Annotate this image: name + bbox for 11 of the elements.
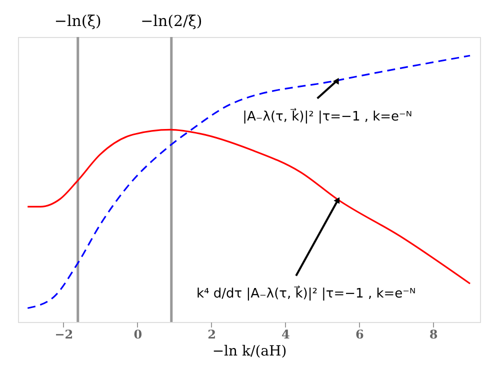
x-tick-label: 6 — [355, 328, 364, 342]
x-tick-label: −2 — [54, 328, 74, 342]
x-tick-label: 0 — [134, 328, 142, 342]
ref-line-label: −ln(2/ξ) — [140, 12, 202, 30]
x-tick-label: 4 — [282, 328, 290, 342]
x-tick-label: 2 — [208, 328, 216, 342]
x-axis-title: −ln k/(aH) — [212, 344, 287, 360]
annotation: |A₋λ(τ, k⃗)|² |τ=−1 , k=e⁻ᴺ — [242, 108, 412, 124]
annotation: k⁴ d/dτ |A₋λ(τ, k⃗)|² |τ=−1 , k=e⁻ᴺ — [196, 285, 416, 302]
ref-line-label: −ln(ξ) — [54, 12, 102, 30]
x-tick-label: 8 — [429, 328, 438, 342]
